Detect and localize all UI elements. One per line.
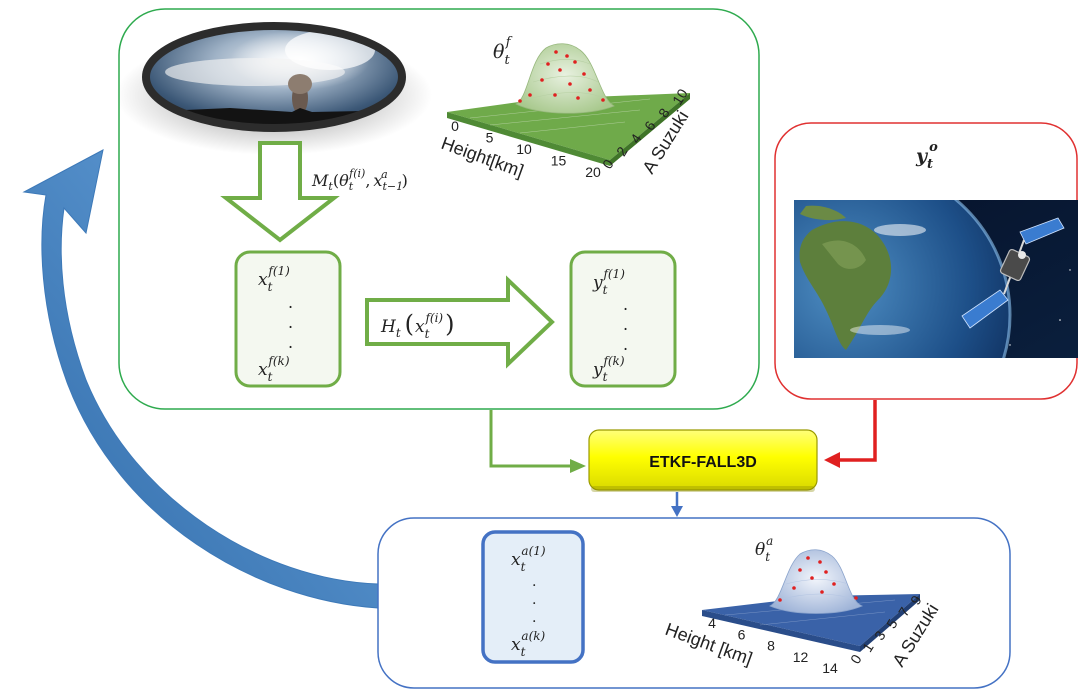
svg-text:ytf(1): ytf(1) xyxy=(592,267,625,297)
svg-text:.: . xyxy=(623,315,628,334)
analysis-xtick-3: 12 xyxy=(793,649,809,665)
svg-text:.: . xyxy=(532,592,536,608)
svg-text:.: . xyxy=(623,295,628,314)
model-operator-label: Mt(θtf(i), xt−1a) xyxy=(311,167,408,193)
svg-text:xta(1): xta(1) xyxy=(511,544,546,574)
forecast-sample-dots xyxy=(518,50,605,103)
analysis-xtick-1: 6 xyxy=(738,626,746,642)
svg-text:Mt(θtf(i),xt−1a): Mt(θtf(i), xt−1a) xyxy=(311,167,408,193)
earth-satellite-image xyxy=(794,200,1078,358)
svg-text:Ht(xtf(i)): Ht (xtf(i)) xyxy=(380,310,454,341)
analysis-xtick-2: 8 xyxy=(767,638,775,654)
analysis-xtick-0: 4 xyxy=(708,615,716,631)
model-forecast-arrow xyxy=(220,141,340,243)
cycle-arrow xyxy=(22,149,379,609)
forecast-ensemble-box: xtf(1) . . . xtf(k) xyxy=(234,250,342,388)
etkf-fall3d-label: ETKF-FALL3D xyxy=(649,454,757,471)
etkf-fall3d-box: ETKF-FALL3D xyxy=(588,429,818,492)
analysis-ensemble-box: xta(1) . . . xta(k) xyxy=(481,530,585,664)
svg-text:.: . xyxy=(532,574,536,590)
svg-text:ytf(k): ytf(k) xyxy=(592,354,625,384)
forecast-ytick-5: 10 xyxy=(669,86,691,108)
volcano-eruption-image xyxy=(116,22,432,155)
svg-text:.: . xyxy=(532,610,536,626)
svg-text:xta(k): xta(k) xyxy=(511,629,546,659)
svg-text:θtf: θtf xyxy=(493,35,513,68)
satellite-icon xyxy=(961,217,1065,329)
analysis-xtick-4: 14 xyxy=(822,660,838,676)
svg-text:.: . xyxy=(288,313,293,332)
filter-to-analysis-arrow xyxy=(671,492,683,517)
observation-operator-arrow: Ht (xtf(i)) xyxy=(365,275,555,369)
svg-text:.: . xyxy=(288,293,293,312)
svg-text:.: . xyxy=(623,335,628,354)
forecast-xtick-2: 10 xyxy=(516,141,532,157)
forecast-xtick-4: 20 xyxy=(585,164,601,180)
forecast-xtick-1: 5 xyxy=(486,130,494,146)
svg-text:xtf(k): xtf(k) xyxy=(258,354,290,384)
svg-text:.: . xyxy=(288,333,293,352)
analysis-sample-dots xyxy=(778,556,858,602)
svg-text:θta: θta xyxy=(755,534,773,564)
forecast-to-filter-arrow xyxy=(489,410,586,473)
observation-to-filter-arrow xyxy=(824,400,877,468)
svg-text:yto: yto xyxy=(915,140,938,172)
svg-text:xtf(1): xtf(1) xyxy=(258,264,290,294)
forecast-xtick-0: 0 xyxy=(451,118,459,134)
obs-ensemble-box: ytf(1) . . . ytf(k) xyxy=(569,250,677,388)
forecast-xtick-3: 15 xyxy=(551,153,567,169)
